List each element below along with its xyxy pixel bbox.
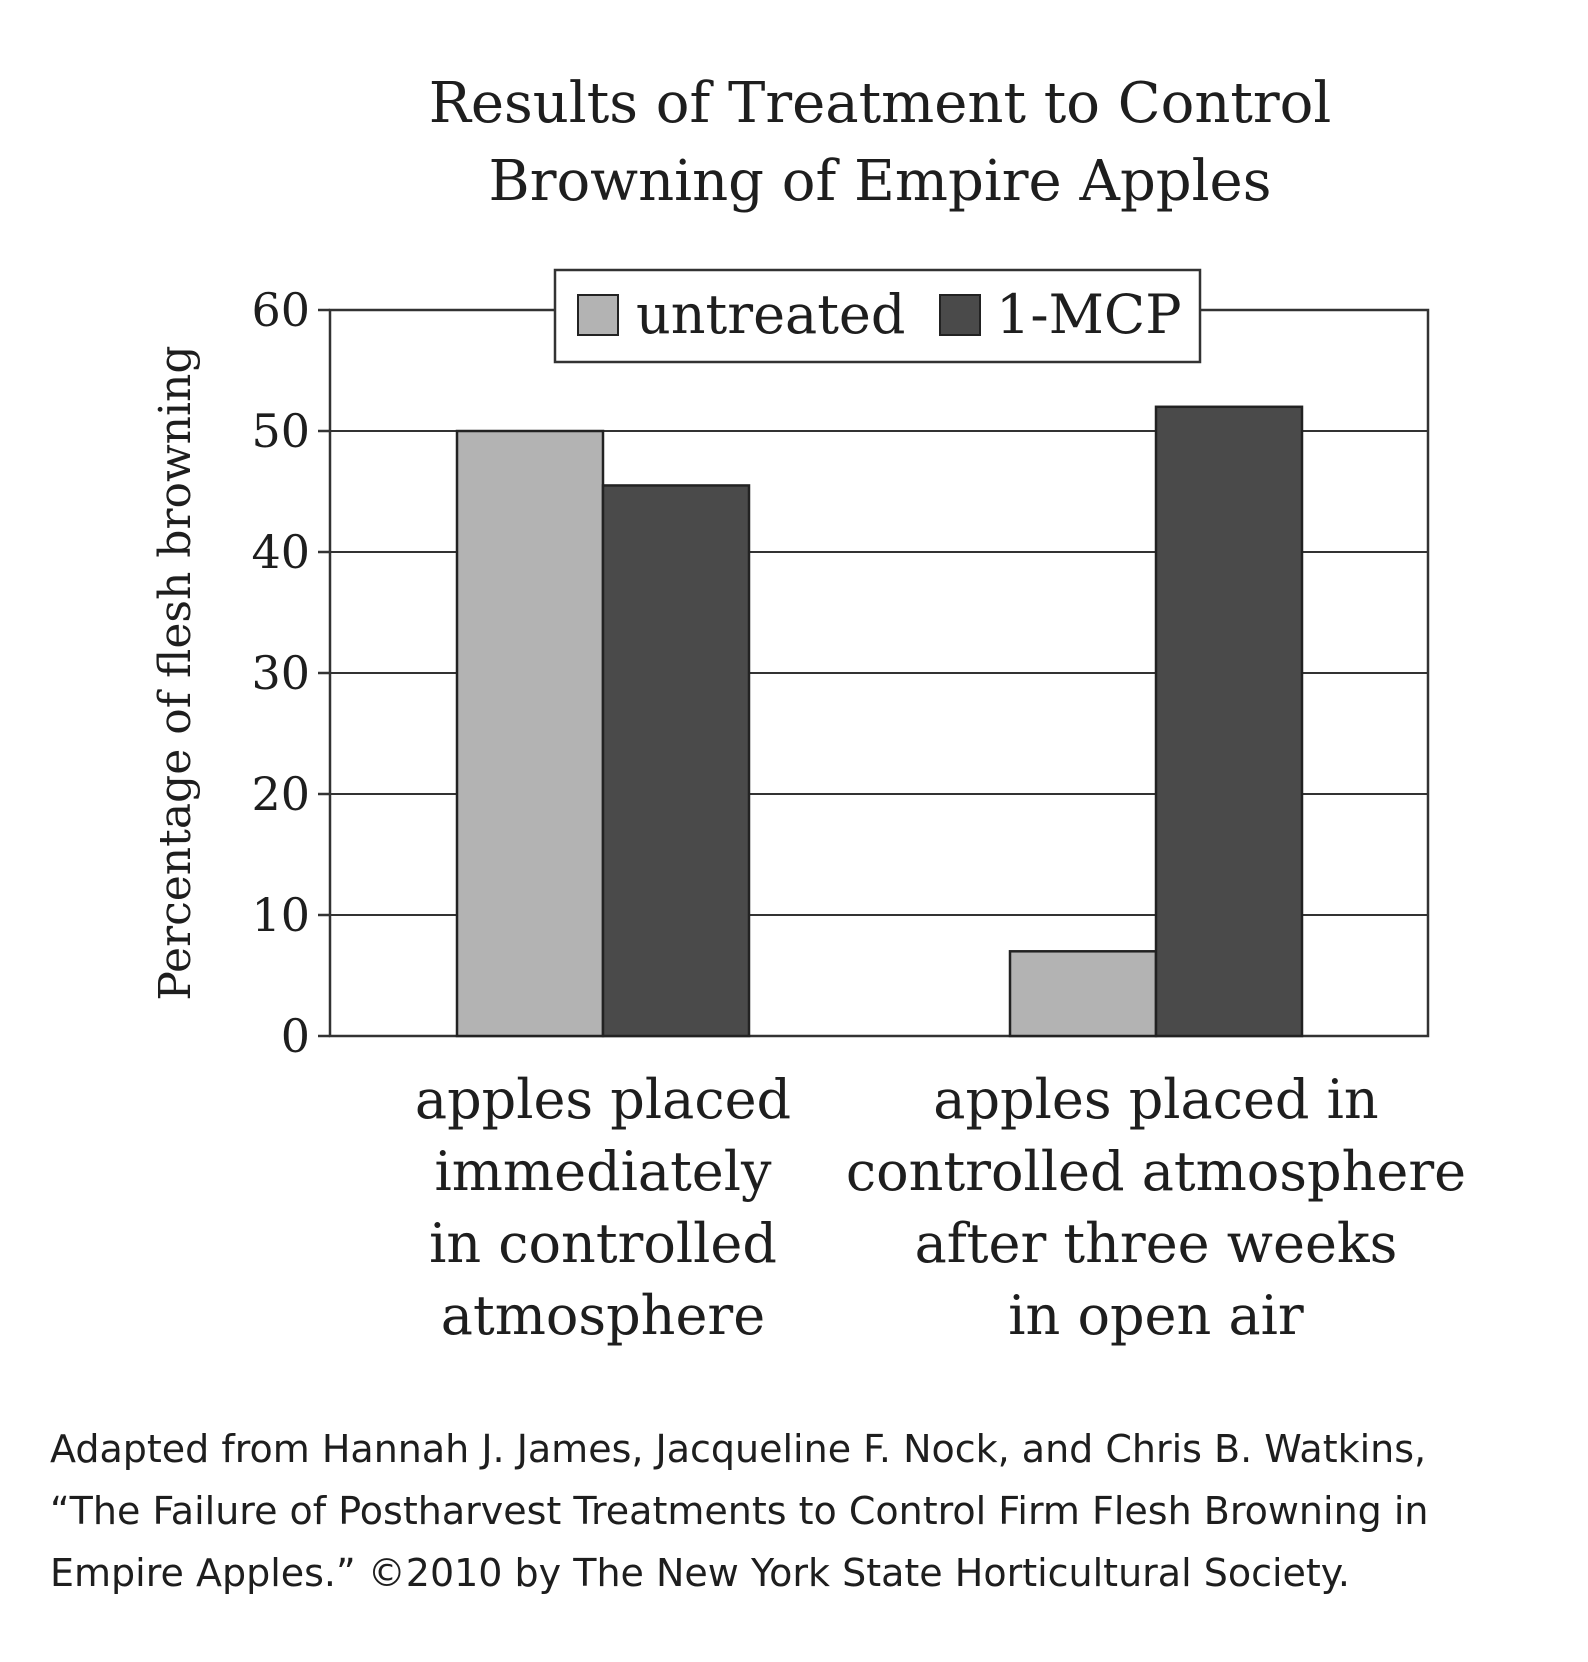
source-line-1: Adapted from Hannah J. James, Jacqueline… — [50, 1427, 1427, 1471]
category-label-line: controlled atmosphere — [846, 1140, 1466, 1203]
chart-title: Results of Treatment to Control Browning… — [429, 71, 1332, 214]
chart-title-line-1: Results of Treatment to Control — [429, 71, 1332, 136]
category-label-line: after three weeks — [915, 1212, 1398, 1275]
legend: untreated 1-MCP — [553, 268, 1202, 364]
category-label-line: apples placed in — [933, 1068, 1378, 1131]
bar-1-mcp-1 — [601, 484, 751, 1038]
category-labels: apples placed immediately in controlled atm… — [415, 1068, 1466, 1347]
source-line-2: “The Failure of Postharvest Treatments t… — [50, 1489, 1429, 1533]
y-tick-label: 10 — [251, 888, 310, 942]
y-tick-label: 50 — [251, 404, 310, 458]
y-axis-label: Percentage of flesh browning — [150, 345, 201, 1000]
bar-untreated-1 — [455, 429, 605, 1038]
bar-untreated-2 — [1008, 950, 1158, 1038]
y-tick-label: 30 — [251, 646, 310, 700]
category-label-line: immediately — [434, 1140, 772, 1203]
source-line-3: Empire Apples.” ©2010 by The New York St… — [50, 1551, 1350, 1595]
chart-title-line-2: Browning of Empire Apples — [489, 149, 1272, 214]
source-citation: Adapted from Hannah J. James, Jacqueline… — [50, 1418, 1550, 1604]
legend-swatch-1-mcp — [939, 294, 981, 336]
category-label-line: in controlled — [429, 1212, 777, 1275]
y-tick-label: 60 — [251, 283, 310, 337]
chart: Results of Treatment to Control Browning… — [150, 71, 1466, 1347]
y-axis: 0 10 20 30 40 50 60 — [251, 283, 330, 1063]
category-label-line: in open air — [1008, 1284, 1304, 1347]
legend-box — [553, 268, 1202, 364]
legend-swatch-untreated — [577, 294, 619, 336]
legend-label-1-mcp: 1-MCP — [996, 283, 1182, 346]
y-tick-label: 0 — [281, 1009, 310, 1063]
legend-label-untreated: untreated — [636, 283, 905, 346]
bars — [455, 405, 1304, 1038]
category-label-line: atmosphere — [441, 1284, 765, 1347]
category-label-line: apples placed — [415, 1068, 791, 1131]
bar-1-mcp-2 — [1154, 405, 1304, 1038]
y-tick-label: 20 — [251, 767, 310, 821]
y-tick-label: 40 — [251, 525, 310, 579]
